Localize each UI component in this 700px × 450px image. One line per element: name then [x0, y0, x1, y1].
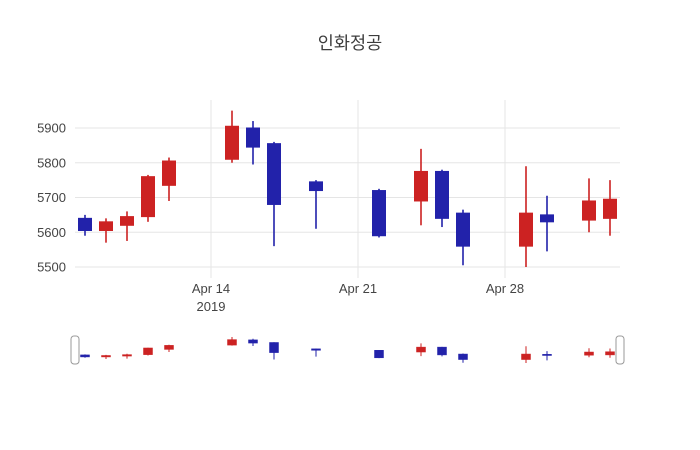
mini-candle-body — [437, 346, 447, 356]
candle-body — [309, 181, 323, 192]
mini-candle — [584, 348, 594, 358]
mini-candle — [143, 347, 153, 356]
candle-body — [519, 212, 533, 247]
y-tick-label: 5500 — [37, 260, 66, 275]
candle-body — [141, 176, 155, 218]
candle-body — [78, 217, 92, 232]
mini-candle — [605, 348, 615, 358]
mini-candle — [164, 344, 174, 353]
candle[interactable] — [372, 188, 386, 238]
candle[interactable] — [435, 169, 449, 228]
rangeslider-mini-candles — [80, 337, 615, 363]
mini-candle — [227, 337, 237, 346]
mini-candle-body — [227, 339, 237, 346]
y-tick-label: 5700 — [37, 190, 66, 205]
candle[interactable] — [603, 180, 617, 236]
mini-candle — [374, 350, 384, 359]
mini-candle — [122, 353, 132, 359]
mini-candle-body — [458, 353, 468, 360]
candle-body — [372, 190, 386, 237]
candle-body — [603, 198, 617, 219]
mini-candle-body — [143, 347, 153, 355]
mini-candle-body — [248, 339, 258, 344]
rangeslider-handles — [70, 335, 625, 365]
mini-candle — [80, 354, 90, 358]
candle[interactable] — [309, 180, 323, 229]
x-tick-label: Apr 21 — [339, 281, 377, 296]
rangeslider-right-handle[interactable] — [615, 335, 625, 365]
chart-title: 인화정공 — [318, 33, 382, 53]
y-tick-label: 5900 — [37, 121, 66, 136]
mini-candle-body — [605, 351, 615, 356]
candle[interactable] — [99, 218, 113, 243]
mini-candle-body — [269, 342, 279, 353]
mini-candle-body — [542, 354, 552, 356]
candle[interactable] — [456, 209, 470, 266]
candle-body — [540, 214, 554, 223]
x-tick-year-label: 2019 — [197, 299, 226, 314]
candle-body — [414, 170, 428, 202]
candle[interactable] — [582, 178, 596, 233]
mini-candle — [542, 351, 552, 361]
mini-candle — [437, 346, 447, 357]
mini-candle-body — [311, 348, 321, 351]
mini-candle — [416, 343, 426, 357]
x-axis-tick-labels: Apr 14 2019 Apr 21 Apr 28 — [192, 281, 524, 314]
candle[interactable] — [414, 148, 428, 226]
plot-area[interactable] — [75, 100, 620, 278]
mini-candle-body — [122, 354, 132, 357]
candle-body — [456, 212, 470, 247]
candle-body — [582, 200, 596, 221]
mini-candle-body — [101, 355, 111, 358]
candle[interactable] — [120, 211, 134, 241]
mini-candle-body — [521, 353, 531, 360]
rangeslider-track[interactable] — [75, 332, 620, 368]
candle[interactable] — [225, 110, 239, 163]
mini-candle — [458, 353, 468, 363]
mini-candle-body — [374, 350, 384, 359]
rangeslider-left-handle[interactable] — [70, 335, 80, 365]
mini-candle-body — [80, 354, 90, 358]
candle-body — [162, 160, 176, 186]
candle-body — [435, 170, 449, 219]
candle[interactable] — [162, 157, 176, 201]
mini-candle — [248, 338, 258, 346]
y-axis-tick-labels: 5500 5600 5700 5800 5900 — [37, 121, 66, 275]
x-tick-label: Apr 14 — [192, 281, 230, 296]
candle-body — [120, 216, 134, 226]
candle[interactable] — [519, 166, 533, 267]
mini-candle-body — [416, 346, 426, 353]
x-tick-label: Apr 28 — [486, 281, 524, 296]
candle[interactable] — [78, 214, 92, 236]
candle[interactable] — [141, 174, 155, 222]
candles-layer — [78, 110, 617, 267]
mini-candle — [101, 354, 111, 359]
mini-candle-body — [584, 351, 594, 356]
candle-body — [99, 221, 113, 232]
candle-body — [225, 125, 239, 160]
y-tick-label: 5600 — [37, 225, 66, 240]
mini-candle — [521, 346, 531, 363]
candle-body — [267, 143, 281, 205]
mini-candle — [311, 348, 321, 357]
candle[interactable] — [267, 141, 281, 247]
candle[interactable] — [540, 195, 554, 252]
mini-candle-body — [164, 345, 174, 350]
mini-candle — [269, 342, 279, 360]
y-tick-label: 5800 — [37, 155, 66, 170]
candle-body — [246, 127, 260, 148]
candle[interactable] — [246, 121, 260, 165]
